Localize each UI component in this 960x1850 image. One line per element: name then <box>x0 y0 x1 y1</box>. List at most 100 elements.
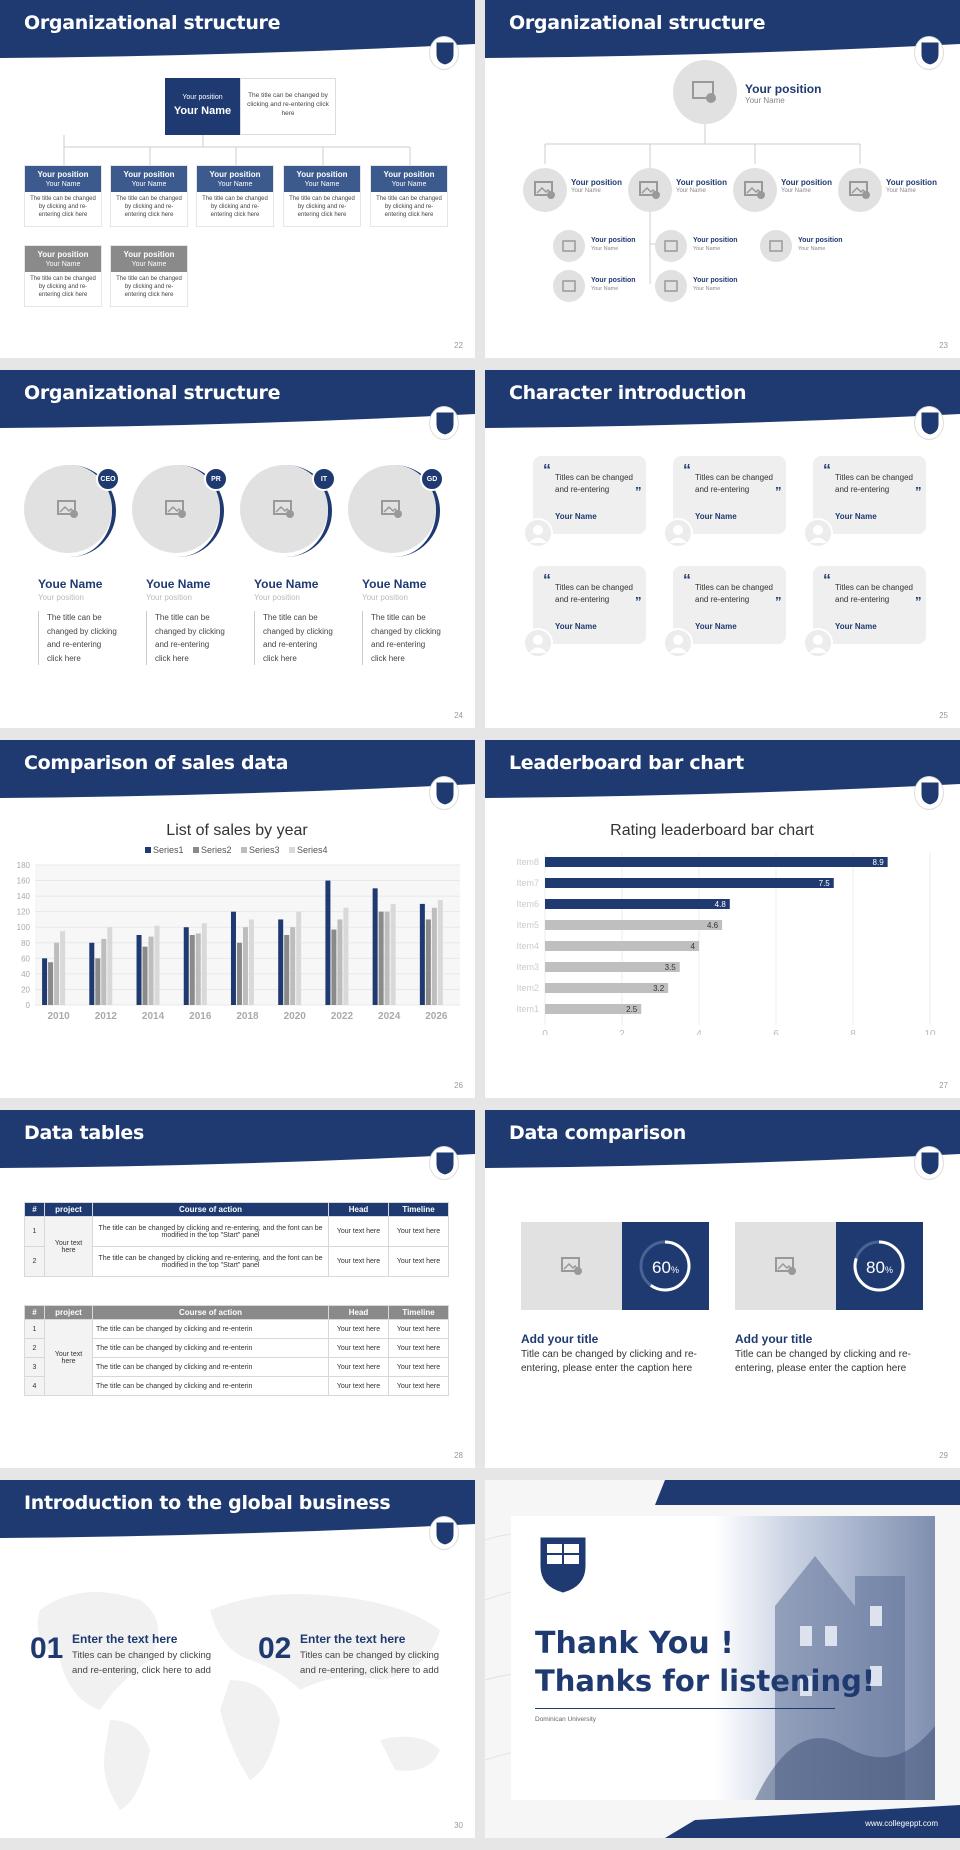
character-card[interactable]: “Titles can be changed and re-entering” Y… <box>663 456 788 548</box>
member-card[interactable]: PR Youe Name Your position The title can be… <box>132 465 232 695</box>
bar <box>419 903 425 1005</box>
member-card[interactable]: GD Youe Name Your position The title can be… <box>348 465 448 695</box>
comparison-card[interactable]: 60% Add your title Title can be changed by… <box>521 1222 709 1402</box>
character-card[interactable]: “Titles can be changed and re-entering” Y… <box>663 566 788 658</box>
quote-bubble <box>813 566 926 644</box>
slide-22[interactable]: Organizational structure Your position Yo… <box>0 0 475 358</box>
slide-thanks[interactable]: Thank You ! Thanks for listening! Domini… <box>485 1480 960 1838</box>
member-card[interactable]: CEO Youe Name Your position The title can b… <box>24 465 124 695</box>
image-icon <box>849 181 870 199</box>
top-position-box[interactable]: Your position Your Name <box>165 78 240 135</box>
org-node-small[interactable]: Your position Your Name <box>553 230 653 262</box>
row-number: 1 <box>24 1216 45 1247</box>
slide-24[interactable]: Organizational structure CEO Youe Name You… <box>0 370 475 728</box>
bar <box>154 925 160 1005</box>
action-cell: The title can be changed by clicking and… <box>92 1319 329 1339</box>
slide-28[interactable]: Data tables # project Course of action Head… <box>0 1110 475 1468</box>
position-card[interactable]: Your position Your Name The title can be c… <box>370 165 448 227</box>
name-label: Your Name <box>45 261 81 268</box>
member-ring <box>348 465 440 557</box>
slide-26[interactable]: Comparison of sales data List of sales b… <box>0 740 475 1098</box>
page-number: 22 <box>454 341 463 350</box>
bar-value-label: 2.5 <box>626 1005 638 1014</box>
member-ring <box>132 465 224 557</box>
position-card[interactable]: Your position Your Name The title can be c… <box>24 245 102 307</box>
head-cell: Your text here <box>328 1319 389 1339</box>
org-node-small[interactable]: Your position Your Name <box>655 270 755 302</box>
slide-27[interactable]: Leaderboard bar chart Rating leaderboard… <box>485 740 960 1098</box>
bar <box>189 935 195 1005</box>
image-icon <box>273 500 294 518</box>
user-avatar-icon <box>803 518 833 548</box>
table-row[interactable]: 1 Your text here The title can be changed … <box>24 1319 449 1396</box>
org-node[interactable]: Your position Your Name <box>628 168 738 212</box>
bar <box>136 935 142 1005</box>
business-item[interactable]: 01 Enter the text here Titles can be chang… <box>30 1630 230 1690</box>
close-quote-icon: ” <box>775 594 782 609</box>
bar <box>331 929 337 1005</box>
column-header: project <box>44 1305 93 1320</box>
top-name: Your Name <box>173 105 232 117</box>
bar <box>54 942 60 1005</box>
business-item[interactable]: 02 Enter the text here Titles can be chang… <box>258 1630 458 1690</box>
quote-bubble <box>813 456 926 534</box>
top-name: Your Name <box>745 96 785 105</box>
table-row[interactable]: 2 The title can be changed by clicking an… <box>24 1338 449 1358</box>
slide-25[interactable]: Character introduction “Titles can be ch… <box>485 370 960 728</box>
org-node-small[interactable]: Your position Your Name <box>760 230 860 262</box>
position-card-header: Your position Your Name <box>111 246 187 272</box>
position-card[interactable]: Your position Your Name The title can be c… <box>110 245 188 307</box>
org-node-small[interactable]: Your position Your Name <box>553 270 653 302</box>
node-name: Your Name <box>591 246 619 252</box>
progress-arc <box>639 1240 691 1292</box>
node-name: Your Name <box>886 188 916 194</box>
slide-30[interactable]: Introduction to the global business 01 En… <box>0 1480 475 1838</box>
position-card[interactable]: Your position Your Name The title can be c… <box>196 165 274 227</box>
slide-title: Comparison of sales data <box>24 752 289 774</box>
table-row[interactable]: 2 The title can be changed by clicking an… <box>24 1246 449 1277</box>
x-tick-label: 8 <box>850 1029 856 1035</box>
bar-value-label: 8.9 <box>873 858 885 867</box>
slide-29[interactable]: Data comparison 60% Add your title Title c… <box>485 1110 960 1468</box>
thanks-line-1: Thank You ! <box>535 1626 734 1661</box>
node-photo <box>655 270 687 302</box>
quote-bubble <box>533 456 646 534</box>
image-icon <box>769 240 783 252</box>
y-tick-label: 180 <box>17 861 31 870</box>
character-card[interactable]: “Titles can be changed and re-entering” Y… <box>803 566 928 658</box>
crest-logo <box>429 406 459 440</box>
position-card[interactable]: Your position Your Name The title can be c… <box>283 165 361 227</box>
user-avatar-icon <box>523 518 553 548</box>
bar <box>101 938 107 1005</box>
position-card[interactable]: Your position Your Name The title can be c… <box>24 165 102 227</box>
bar <box>242 927 248 1005</box>
node-position: Your position <box>591 277 636 284</box>
org-node-small[interactable]: Your position Your Name <box>655 230 755 262</box>
character-card[interactable]: “Titles can be changed and re-entering” Y… <box>523 566 648 658</box>
top-desc: The title can be changed by clicking and… <box>247 92 329 117</box>
website-url[interactable]: www.collegeppt.com <box>865 1819 938 1828</box>
org-node[interactable]: Your position Your Name <box>733 168 843 212</box>
thanks-card: Thank You ! Thanks for listening! Domini… <box>511 1516 935 1800</box>
character-card[interactable]: “Titles can be changed and re-entering” Y… <box>523 456 648 548</box>
table-row[interactable]: 1 Your text here The title can be changed … <box>24 1216 449 1277</box>
y-tick-label: 140 <box>17 892 31 901</box>
member-position: Your position <box>362 593 408 602</box>
timeline-cell: Your text here <box>388 1338 449 1358</box>
crest-logo <box>429 36 459 70</box>
table-row[interactable]: 4 The title can be changed by clicking an… <box>24 1376 449 1396</box>
item-desc: Titles can be changed by clicking and re… <box>72 1650 212 1676</box>
node-name: Your Name <box>693 286 721 292</box>
comparison-card[interactable]: 80% Add your title Title can be changed by… <box>735 1222 923 1402</box>
position-card[interactable]: Your position Your Name The title can be c… <box>110 165 188 227</box>
org-node[interactable]: Your position Your Name <box>523 168 633 212</box>
slide-header: Organizational structure <box>0 370 475 440</box>
character-card[interactable]: “Titles can be changed and re-entering” Y… <box>803 456 928 548</box>
bar <box>248 919 254 1005</box>
x-tick-label: 0 <box>542 1029 548 1035</box>
slide-23[interactable]: Organizational structure Your position Y… <box>485 0 960 358</box>
member-card[interactable]: IT Youe Name Your position The title can be… <box>240 465 340 695</box>
bar <box>195 933 201 1005</box>
close-quote-icon: ” <box>635 484 642 499</box>
org-node[interactable]: Your position Your Name <box>838 168 948 212</box>
